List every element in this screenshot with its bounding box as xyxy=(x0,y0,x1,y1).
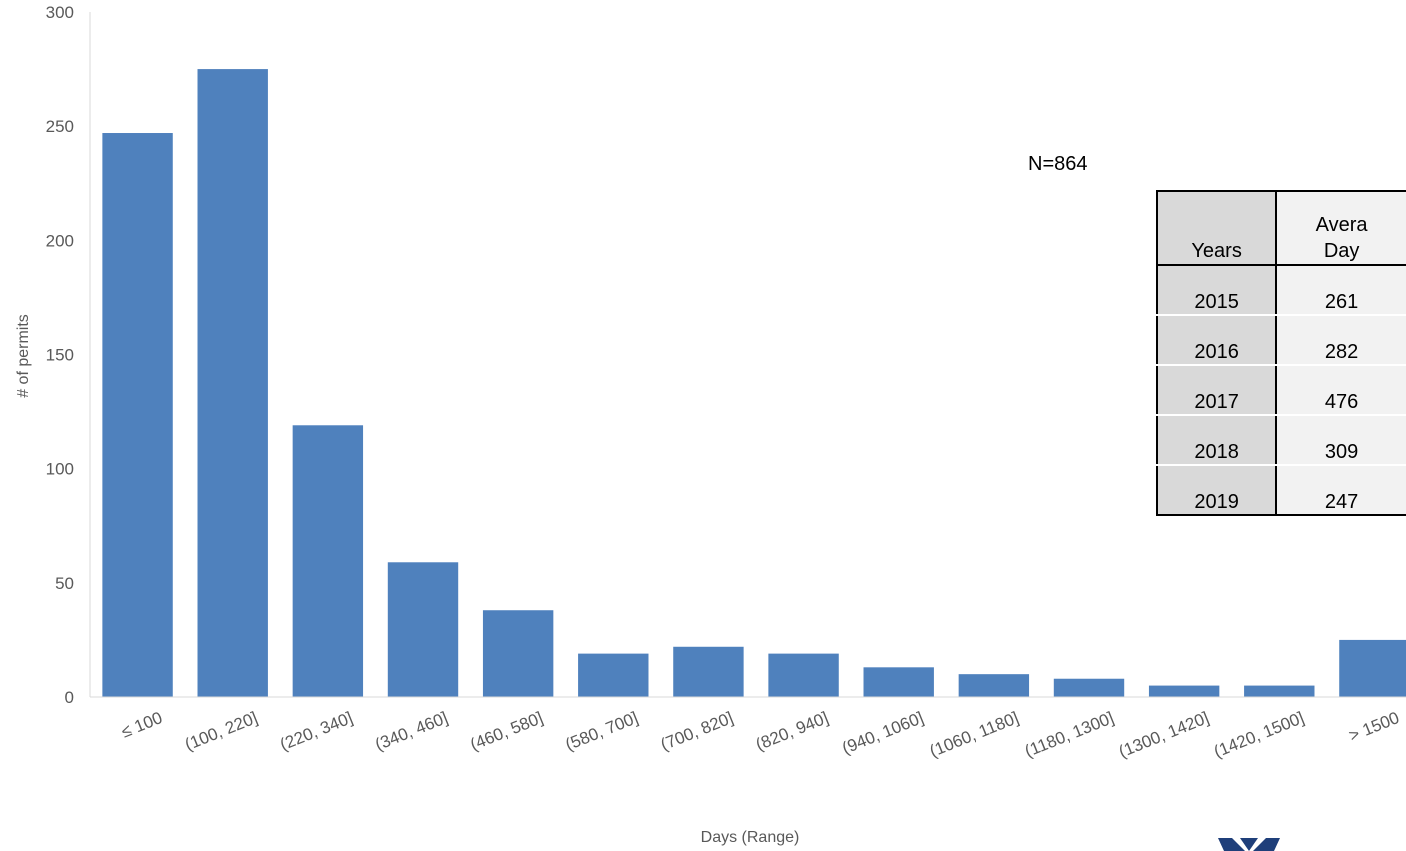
table-cell-year: 2017 xyxy=(1155,365,1278,416)
table-row: 2016 282 xyxy=(1155,315,1406,366)
table-row: 2018 309 xyxy=(1155,415,1406,466)
bar xyxy=(482,610,554,697)
y-tick-label: 100 xyxy=(46,460,74,479)
bar xyxy=(102,133,173,697)
y-tick-label: 150 xyxy=(46,346,74,365)
x-tick-label: (940, 1060] xyxy=(839,708,926,758)
table-cell-year: 2015 xyxy=(1155,265,1278,316)
table-row: 2015 261 xyxy=(1155,265,1406,316)
x-tick-label: (1300, 1420] xyxy=(1116,708,1212,761)
bar xyxy=(863,667,934,697)
bar xyxy=(958,674,1030,697)
bar xyxy=(1148,685,1220,697)
x-tick-label: (700, 820] xyxy=(658,708,736,754)
x-tick-label: (1420, 1500] xyxy=(1211,708,1307,761)
logo-icon xyxy=(1218,838,1280,851)
table-row: 2017 476 xyxy=(1155,365,1406,416)
bar xyxy=(1053,678,1125,697)
y-axis-ticks: 0 50 100 150 200 250 300 xyxy=(46,3,74,707)
table-cell-average: 247 xyxy=(1276,465,1406,516)
y-tick-label: 200 xyxy=(46,231,74,250)
table-cell-average: 282 xyxy=(1276,315,1406,366)
table-cell-average: 476 xyxy=(1276,365,1406,416)
bar xyxy=(387,562,459,697)
table-header-average-line2: Day xyxy=(1323,240,1360,262)
x-tick-label: (820, 940] xyxy=(753,708,831,754)
yearly-average-table: Years Avera Day 2015 261 2016 282 2017 4… xyxy=(1155,190,1406,516)
y-tick-label: 250 xyxy=(46,117,74,136)
bar xyxy=(1339,639,1406,697)
bar xyxy=(768,653,839,697)
table-header-years: Years xyxy=(1155,190,1278,266)
table-cell-year: 2018 xyxy=(1155,415,1278,466)
table-cell-average: 261 xyxy=(1276,265,1406,316)
x-axis-ticks: ≤ 100 (100, 220] (220, 340] (340, 460] (460,… xyxy=(119,708,1402,761)
y-tick-label: 0 xyxy=(65,688,74,707)
bar xyxy=(673,646,744,697)
x-tick-label: > 1500 xyxy=(1346,708,1402,745)
bar xyxy=(292,425,364,697)
x-tick-label: (100, 220] xyxy=(182,708,260,754)
x-tick-label: (340, 460] xyxy=(372,708,450,754)
x-tick-label: (460, 580] xyxy=(468,708,546,754)
x-tick-label: (1180, 1300] xyxy=(1022,708,1116,761)
x-axis-title: Days (Range) xyxy=(701,829,800,846)
y-axis-title: # of permits xyxy=(15,314,32,398)
table-header-average-line1: Avera xyxy=(1315,214,1368,236)
table-cell-year: 2019 xyxy=(1155,465,1278,516)
table-cell-year: 2016 xyxy=(1155,315,1278,366)
bar xyxy=(578,653,649,697)
y-tick-label: 300 xyxy=(46,3,74,22)
table-row: 2019 247 xyxy=(1155,465,1406,516)
x-tick-label: (220, 340] xyxy=(277,708,355,754)
y-tick-label: 50 xyxy=(55,574,74,593)
sample-size-annotation: N=864 xyxy=(1028,153,1088,175)
x-tick-label: ≤ 100 xyxy=(119,708,165,742)
table-header-average-days: Avera Day xyxy=(1276,190,1406,266)
bar xyxy=(197,69,268,698)
x-tick-label: (580, 700] xyxy=(563,708,641,754)
table-cell-average: 309 xyxy=(1276,415,1406,466)
bar-series xyxy=(102,69,1406,698)
x-tick-label: (1060, 1180] xyxy=(927,708,1021,761)
bar xyxy=(1244,685,1315,697)
